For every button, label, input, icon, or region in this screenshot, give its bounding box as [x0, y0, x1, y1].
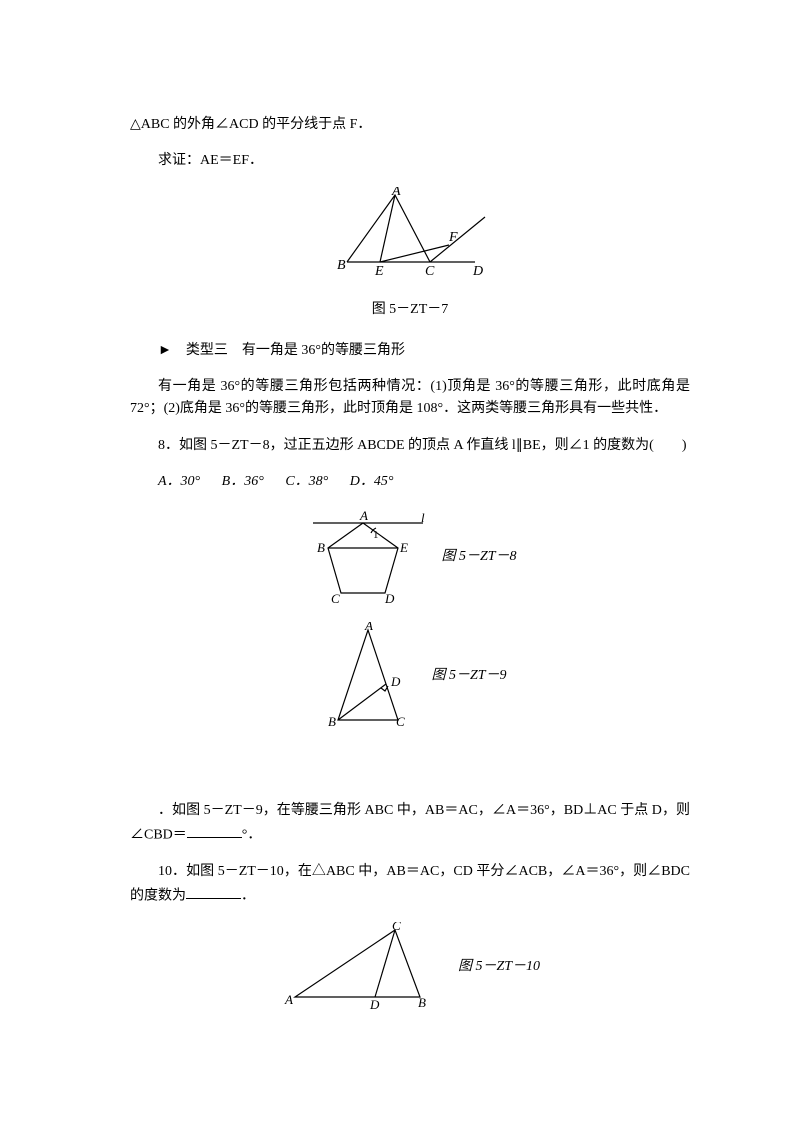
- label-l: l: [421, 510, 425, 525]
- opt-A: A．30°: [158, 474, 200, 489]
- label-C: C: [396, 714, 405, 729]
- opt-D: D．45°: [350, 474, 394, 489]
- question-9-text-b: °．: [242, 827, 262, 842]
- label-A: A: [391, 187, 401, 199]
- label-B: B: [418, 995, 426, 1010]
- figure-5-zt-10: C A D B 图 5－ZT－10: [130, 922, 690, 1012]
- label-B: B: [337, 258, 346, 273]
- label-E: E: [374, 264, 384, 277]
- label-C: C: [331, 591, 340, 606]
- figure-10-caption: 图 5－ZT－10: [458, 956, 540, 978]
- figure-9-caption: 图 5－ZT－9: [431, 665, 506, 687]
- opt-B: B．36°: [222, 474, 264, 489]
- label-B: B: [317, 540, 325, 555]
- figure-5-zt-9: A B C D 图 5－ZT－9: [130, 622, 690, 732]
- label-1: 1: [373, 529, 379, 541]
- opt-C: C．38°: [285, 474, 328, 489]
- label-D: D: [384, 591, 395, 606]
- question-8: 8．如图 5－ZT－8，过正五边形 ABCDE 的顶点 A 作直线 l∥BE，则…: [130, 435, 690, 457]
- section-type-3: ► 类型三 有一角是 36°的等腰三角形: [130, 340, 690, 362]
- figure-5-zt-8: A l B E C D 1 图 5－ZT－8: [130, 508, 690, 608]
- label-E: E: [399, 540, 408, 555]
- figure-5-zt-7: A B E C D F: [130, 187, 690, 285]
- text-line-1: △ABC 的外角∠ACD 的平分线于点 F．: [130, 114, 690, 136]
- question-8-options: A．30° B．36° C．38° D．45°: [130, 471, 690, 493]
- label-A: A: [364, 622, 373, 633]
- label-A: A: [284, 992, 293, 1007]
- label-D: D: [390, 674, 401, 689]
- question-10-text-b: ．: [241, 888, 255, 903]
- text-proof: 求证：AE＝EF．: [130, 150, 690, 172]
- label-D: D: [472, 264, 483, 277]
- blank-cbd[interactable]: [187, 822, 242, 838]
- label-D: D: [369, 997, 380, 1012]
- question-9: ．如图 5－ZT－9，在等腰三角形 ABC 中，AB＝AC，∠A＝36°，BD⊥…: [130, 800, 690, 847]
- label-C: C: [425, 264, 435, 277]
- blank-bdc[interactable]: [186, 883, 241, 899]
- question-10: 10．如图 5－ZT－10，在△ABC 中，AB＝AC，CD 平分∠ACB，∠A…: [130, 861, 690, 908]
- label-A: A: [359, 508, 368, 523]
- label-B: B: [328, 714, 336, 729]
- label-F: F: [448, 230, 458, 245]
- figure-8-caption: 图 5－ZT－8: [441, 546, 516, 568]
- label-C: C: [392, 922, 401, 933]
- para-type-3: 有一角是 36°的等腰三角形包括两种情况：(1)顶角是 36°的等腰三角形，此时…: [130, 376, 690, 421]
- figure-7-caption: 图 5－ZT－7: [130, 299, 690, 321]
